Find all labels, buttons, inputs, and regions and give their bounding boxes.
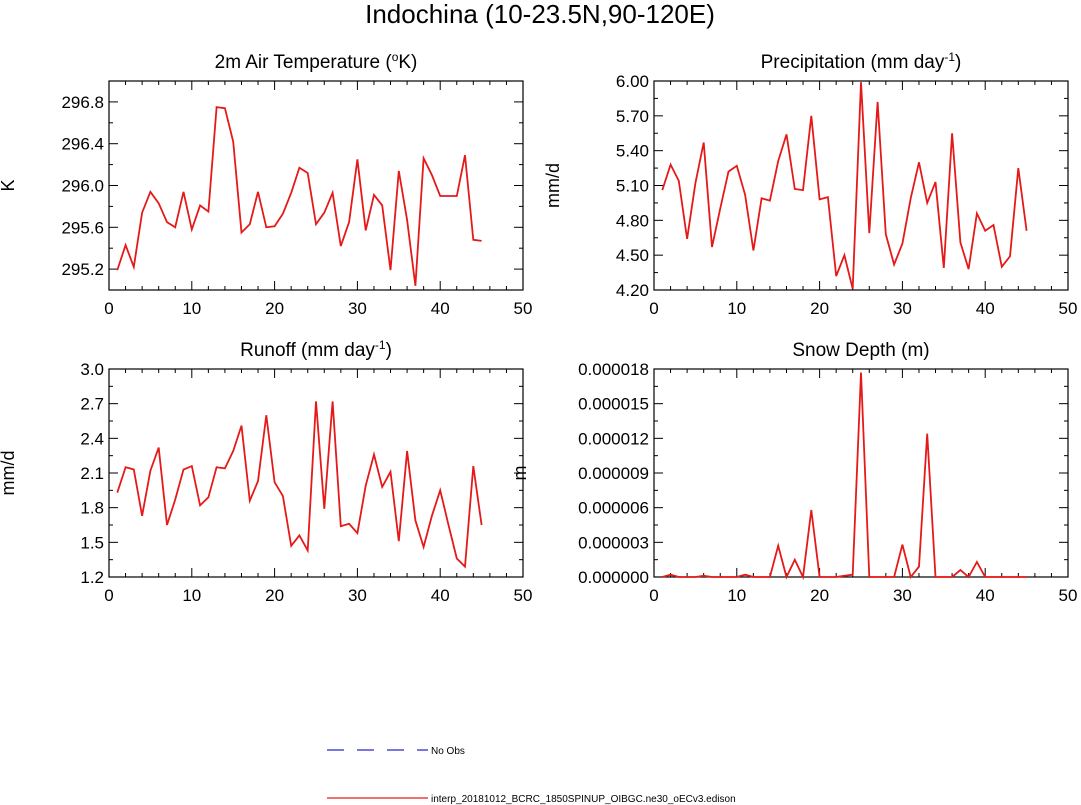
- air-temperature-xtick-label: 50: [514, 299, 533, 318]
- air-temperature-xtick-label: 0: [104, 299, 113, 318]
- snow-depth-ytick-label: 0.000003: [578, 533, 649, 552]
- snow-depth-xtick-label: 10: [727, 586, 746, 605]
- precipitation-ytick-label: 4.50: [616, 246, 649, 265]
- air-temperature-ytick-label: 295.2: [61, 260, 104, 279]
- runoff-plot-frame: [108, 368, 524, 578]
- precipitation-plot-frame: [653, 80, 1069, 291]
- panel-snow-depth: 0 10 20 30 40 50 0.000000 0.000003 0.000006 0.000…: [510, 340, 1077, 605]
- air-temperature-xtick-label: 30: [348, 299, 367, 318]
- precipitation-title: Precipitation (mm day-1): [761, 50, 962, 73]
- runoff-ytick-label: 1.2: [80, 568, 104, 587]
- precipitation-title-suffix: ): [955, 52, 961, 73]
- snow-depth-title-main: Snow Depth (m): [792, 340, 929, 361]
- runoff-ytick-label: 2.4: [80, 429, 104, 448]
- precipitation-ytick-label: 4.80: [616, 211, 649, 230]
- air-temperature-title-main: 2m Air Temperature (: [215, 52, 393, 73]
- air-temperature-plot-frame: [108, 80, 524, 291]
- air-temperature-title: 2m Air Temperature (oK): [215, 50, 418, 73]
- air-temperature-ytick-label: 296.0: [61, 177, 104, 196]
- runoff-xtick-label: 30: [348, 586, 367, 605]
- runoff-title-superscript: -1: [375, 338, 386, 352]
- runoff-title-main: Runoff (mm day: [240, 340, 375, 361]
- legend: No Obs interp_20181012_BCRC_1850SPINUP_O…: [327, 746, 736, 805]
- panel-runoff: 0 10 20 30 40 50 1.2 1.5 1.8 2.1 2.4 2.7 3.0 mm/d Runo…: [0, 338, 532, 605]
- precipitation-series-line-0: [661, 82, 1028, 290]
- figure-title: Indochina (10-23.5N,90-120E): [365, 0, 715, 29]
- snow-depth-xtick-label: 20: [810, 586, 829, 605]
- air-temperature-title-superscript: o: [392, 50, 399, 64]
- runoff-xtick-label: 0: [104, 586, 113, 605]
- air-temperature-xtick-label: 40: [431, 299, 450, 318]
- precipitation-ylabel: mm/d: [543, 163, 563, 208]
- snow-depth-xtick-label: 0: [649, 586, 658, 605]
- runoff-ytick-label: 2.1: [80, 464, 104, 483]
- runoff-title: Runoff (mm day-1): [240, 338, 392, 361]
- air-temperature-ytick-label: 295.6: [61, 218, 104, 237]
- precipitation-xtick-label: 20: [810, 299, 829, 318]
- air-temperature-xtick-label: 10: [182, 299, 201, 318]
- snow-depth-ytick-label: 0.000018: [578, 360, 649, 379]
- air-temperature-ytick-label: 296.8: [61, 93, 104, 112]
- runoff-ytick-label: 3.0: [80, 360, 104, 379]
- runoff-title-suffix: ): [386, 340, 392, 361]
- panel-air-temperature: 0 10 20 30 40 50 295.2 295.6 296.0 296.4 296.8 K 2m …: [0, 50, 532, 318]
- precipitation-xtick-label: 50: [1059, 299, 1078, 318]
- snow-depth-series-line-0: [662, 372, 1027, 581]
- precipitation-title-main: Precipitation (mm day: [761, 52, 945, 73]
- runoff-ytick-label: 1.5: [80, 533, 104, 552]
- snow-depth-ytick-label: 0.000006: [578, 499, 649, 518]
- precipitation-ytick-label: 5.10: [616, 177, 649, 196]
- air-temperature-series-line-0: [116, 106, 482, 286]
- snow-depth-xtick-label: 50: [1059, 586, 1078, 605]
- snow-depth-ytick-label: 0.000015: [578, 395, 649, 414]
- snow-depth-xtick-label: 30: [893, 586, 912, 605]
- snow-depth-ytick-label: 0.000000: [578, 568, 649, 587]
- precipitation-ytick-label: 5.40: [616, 142, 649, 161]
- precipitation-title-superscript: -1: [944, 50, 955, 64]
- precipitation-xtick-label: 10: [727, 299, 746, 318]
- runoff-ytick-label: 2.7: [80, 395, 104, 414]
- precipitation-ytick-label: 6.00: [616, 72, 649, 91]
- precipitation-xtick-label: 0: [649, 299, 658, 318]
- snow-depth-ytick-label: 0.000009: [578, 464, 649, 483]
- runoff-xtick-label: 50: [514, 586, 533, 605]
- air-temperature-title-suffix: K): [398, 52, 417, 73]
- panel-precipitation: 0 10 20 30 40 50 4.20 4.50 4.80 5.10 5.40 5.70 6.00 m…: [543, 50, 1077, 318]
- air-temperature-ylabel: K: [0, 179, 18, 191]
- snow-depth-plot-frame: [653, 368, 1069, 578]
- snow-depth-ytick-label: 0.000012: [578, 429, 649, 448]
- precipitation-ytick-label: 4.20: [616, 281, 649, 300]
- precipitation-ytick-label: 5.70: [616, 107, 649, 126]
- air-temperature-xtick-label: 20: [265, 299, 284, 318]
- runoff-ylabel: mm/d: [0, 451, 18, 496]
- snow-depth-title: Snow Depth (m): [792, 340, 929, 361]
- runoff-ytick-label: 1.8: [80, 499, 104, 518]
- runoff-xtick-label: 20: [265, 586, 284, 605]
- snow-depth-ylabel: m: [510, 466, 530, 481]
- runoff-series-line-0: [116, 401, 483, 569]
- legend-label-model-run: interp_20181012_BCRC_1850SPINUP_OIBGC.ne…: [431, 794, 736, 805]
- precipitation-xtick-label: 30: [893, 299, 912, 318]
- runoff-xtick-label: 10: [182, 586, 201, 605]
- precipitation-xtick-label: 40: [976, 299, 995, 318]
- snow-depth-xtick-label: 40: [976, 586, 995, 605]
- legend-label-no-obs: No Obs: [431, 746, 465, 757]
- runoff-xtick-label: 40: [431, 586, 450, 605]
- air-temperature-ytick-label: 296.4: [61, 135, 104, 154]
